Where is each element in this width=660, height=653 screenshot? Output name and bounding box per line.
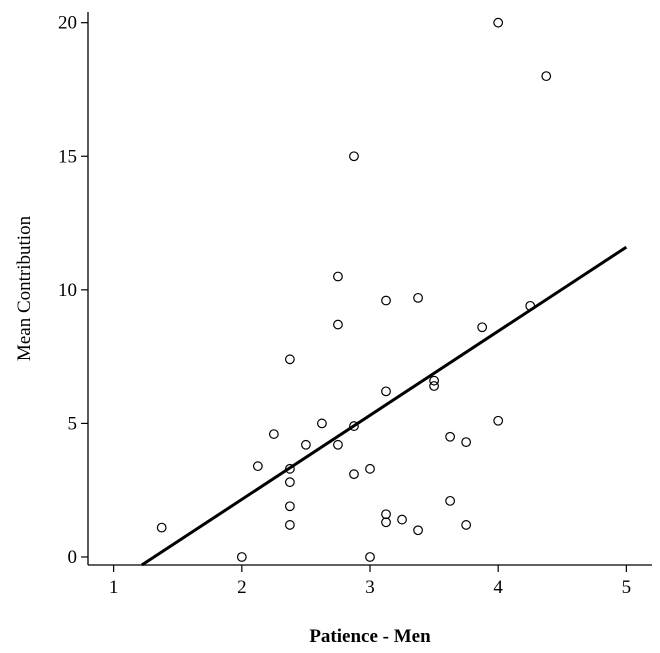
data-point bbox=[366, 553, 375, 562]
y-tick-label: 20 bbox=[58, 13, 77, 34]
x-tick-label: 5 bbox=[622, 577, 632, 598]
x-tick-label: 1 bbox=[109, 577, 119, 598]
fit-line bbox=[142, 247, 627, 565]
y-axis-ticks: 0 5 10 15 20 bbox=[58, 13, 88, 568]
y-tick-label: 0 bbox=[68, 547, 78, 568]
data-point bbox=[334, 272, 343, 281]
data-point bbox=[398, 515, 407, 524]
data-point bbox=[462, 521, 471, 530]
data-point bbox=[494, 416, 503, 425]
x-tick-label: 2 bbox=[237, 577, 247, 598]
y-tick-label: 5 bbox=[68, 413, 78, 434]
x-tick-label: 4 bbox=[493, 577, 503, 598]
data-point bbox=[382, 296, 391, 305]
y-tick-label: 10 bbox=[58, 280, 77, 301]
data-point bbox=[382, 518, 391, 527]
data-point bbox=[334, 320, 343, 329]
data-point bbox=[414, 526, 423, 535]
data-point bbox=[286, 478, 295, 487]
data-point bbox=[542, 72, 551, 81]
data-point bbox=[446, 497, 455, 506]
data-point bbox=[302, 440, 311, 449]
data-point bbox=[286, 502, 295, 511]
data-point bbox=[350, 152, 359, 161]
data-point bbox=[382, 510, 391, 519]
x-tick-label: 3 bbox=[365, 577, 375, 598]
data-point bbox=[238, 553, 247, 562]
data-point bbox=[286, 355, 295, 364]
data-point bbox=[350, 470, 359, 479]
axes bbox=[88, 12, 652, 565]
data-point bbox=[270, 430, 279, 439]
x-axis-title: Patience - Men bbox=[309, 626, 431, 647]
data-point bbox=[334, 440, 343, 449]
data-point bbox=[494, 18, 503, 27]
data-point bbox=[414, 294, 423, 303]
x-axis-ticks: 1 2 3 4 5 bbox=[109, 565, 631, 598]
data-point bbox=[318, 419, 327, 428]
data-point bbox=[254, 462, 263, 471]
data-points bbox=[157, 18, 550, 561]
data-point bbox=[462, 438, 471, 447]
data-point bbox=[382, 387, 391, 396]
data-point bbox=[446, 432, 455, 441]
data-point bbox=[478, 323, 487, 332]
data-point bbox=[366, 465, 375, 474]
y-axis-title: Mean Contribution bbox=[14, 215, 35, 361]
data-point bbox=[430, 382, 439, 391]
fit-line-layer bbox=[142, 247, 627, 565]
data-point bbox=[286, 521, 295, 530]
y-tick-label: 15 bbox=[58, 146, 77, 167]
data-point bbox=[157, 523, 166, 532]
